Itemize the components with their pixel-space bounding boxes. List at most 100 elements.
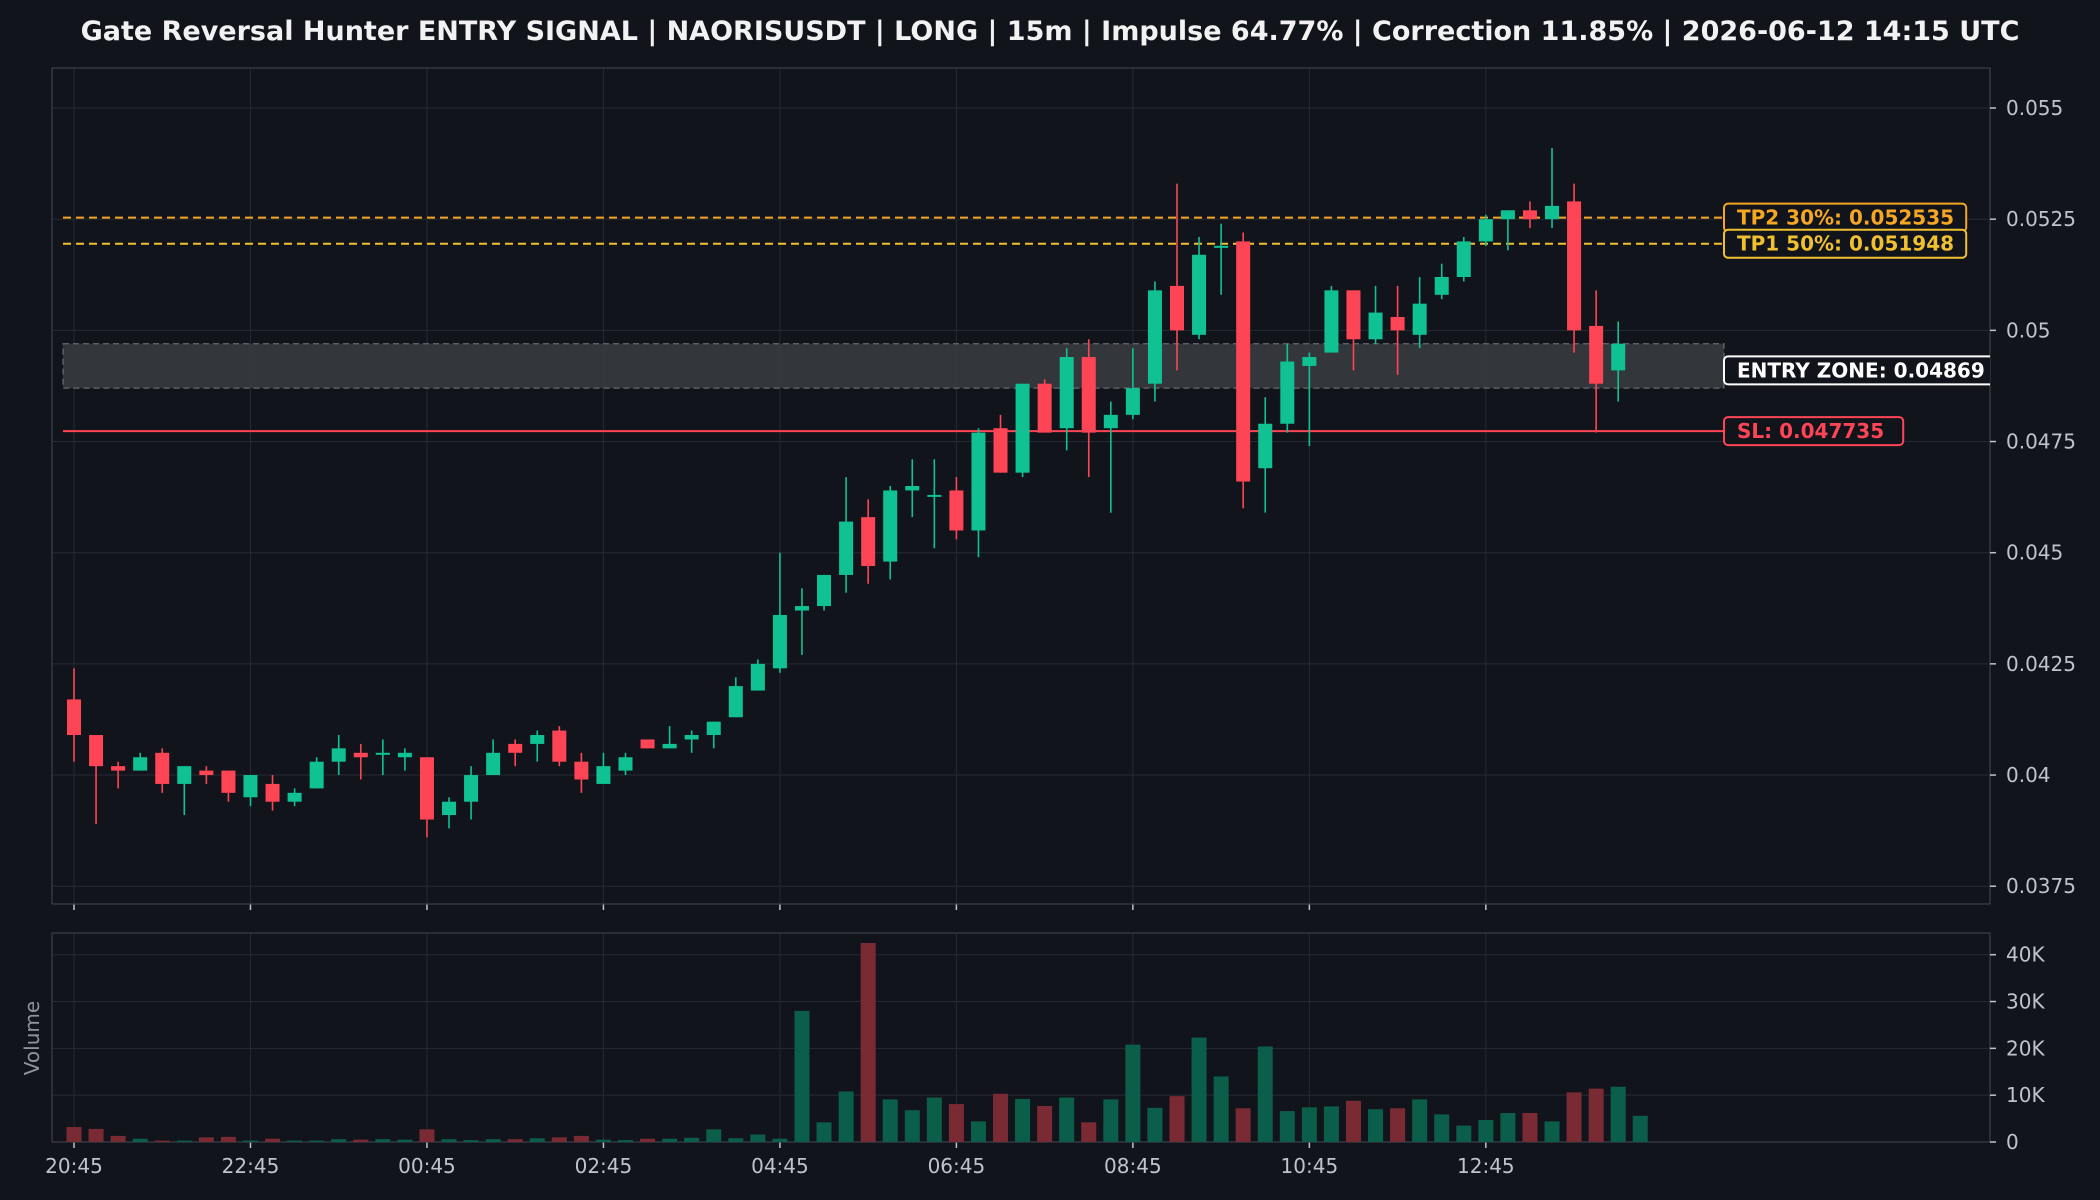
volume-bar [1213,1076,1229,1142]
candle-body [640,739,655,749]
price-axis-label: 0.0475 [2006,430,2076,454]
price-axis-label: 0.055 [2006,96,2063,120]
price-axis-label: 0.04 [2006,763,2051,787]
volume-bar [993,1093,1009,1142]
volume-bar [242,1140,258,1142]
candle-body [486,752,501,776]
volume-bar [728,1138,744,1142]
candle-body [574,761,589,780]
volume-bar [1390,1108,1406,1142]
volume-bar [573,1135,589,1142]
candle-body [89,735,104,767]
volume-bar [1500,1112,1516,1142]
volume-bar [1257,1046,1273,1142]
price-axis-label: 0.0425 [2006,652,2076,676]
candle-body [442,801,457,816]
candle-body [684,735,699,740]
sl-label: SL: 0.047735 [1723,416,1905,447]
volume-bar [1301,1107,1317,1142]
candle-body [1125,388,1140,415]
sl-label-box [1723,416,1905,447]
volume-bar [1147,1107,1163,1142]
tp1-label-text: TP1 50%: 0.051948 [1737,232,1954,256]
volume-bar [287,1140,303,1142]
x-tick-label: 02:45 [575,1154,633,1178]
volume-bar [1522,1112,1538,1142]
candle-body [1478,219,1493,242]
tp2-label-text: TP2 30%: 0.052535 [1737,206,1954,230]
candle-body [1434,277,1449,295]
volume-bar [132,1138,148,1142]
candle-body [508,743,523,753]
volume-bar [1015,1098,1031,1142]
tp2-label: TP2 30%: 0.052535 [1723,202,1968,233]
candle-body [133,757,148,771]
volume-bar [816,1122,832,1142]
candle-body [1567,201,1582,331]
candle-body [927,494,942,497]
candle-body [552,730,567,762]
candle-body [309,761,324,789]
volume-bar [706,1129,722,1142]
volume-axis-label: 0 [2006,1130,2019,1154]
volume-bar [441,1139,457,1142]
volume-bar [176,1140,192,1142]
volume-bar [794,1010,810,1142]
entry-zone-label: ENTRY ZONE: 0.04869 [1723,355,1990,386]
sl-label-text: SL: 0.047735 [1737,419,1884,443]
volume-bar [750,1134,766,1142]
x-tick-label: 06:45 [928,1154,986,1178]
volume-bar [684,1137,700,1142]
candle-body [905,486,920,491]
volume-bar [485,1139,501,1142]
candle-body [243,775,258,798]
x-tick-label: 00:45 [398,1154,456,1178]
candle-body [1147,290,1162,384]
candle-body [287,792,302,802]
volume-axis-label: 10K [2006,1083,2045,1107]
candle-body [1545,205,1560,220]
volume-bar [640,1138,656,1142]
volume-bar [353,1139,369,1142]
candle-body [464,775,479,802]
volume-bar [1434,1114,1450,1142]
candle-body [1170,285,1184,331]
candle-body [530,735,545,744]
volume-bar [397,1139,413,1142]
candle-body [199,770,214,776]
volume-bar [1610,1086,1626,1142]
volume-bar [1456,1125,1472,1142]
candle-body [817,574,832,607]
price-axis-label: 0.0525 [2006,207,2076,231]
candle-body [1346,290,1361,340]
volume-bar [1235,1108,1251,1142]
volume-bar [860,943,876,1142]
candle-body [1037,383,1052,433]
candle-body [794,606,809,611]
candle-body [750,663,765,691]
price-axis-label: 0.05 [2006,318,2051,342]
candle-body [706,721,721,736]
volume-bar [198,1137,214,1142]
candle-body [1015,383,1030,473]
volume-bar [1279,1111,1295,1142]
volume-bar [309,1140,325,1142]
tp1-label-box [1723,228,1968,259]
volume-bar [1588,1088,1604,1142]
volume-bar [618,1140,633,1142]
candle-body [419,757,434,820]
price-panel-frame [51,67,1991,905]
candle-body [177,766,192,784]
candle-body [1522,210,1537,220]
volume-bar [1191,1037,1207,1142]
volume-bar [1037,1105,1053,1142]
volume-bar [1103,1099,1119,1142]
candle-body [1214,245,1229,248]
volume-bar [1632,1115,1648,1142]
candle-body [1500,210,1515,220]
x-tick-label: 10:45 [1281,1154,1339,1178]
candle-body [883,490,898,562]
volume-bar [331,1139,347,1142]
candle-body [1236,241,1251,482]
volume-bar [507,1139,523,1142]
